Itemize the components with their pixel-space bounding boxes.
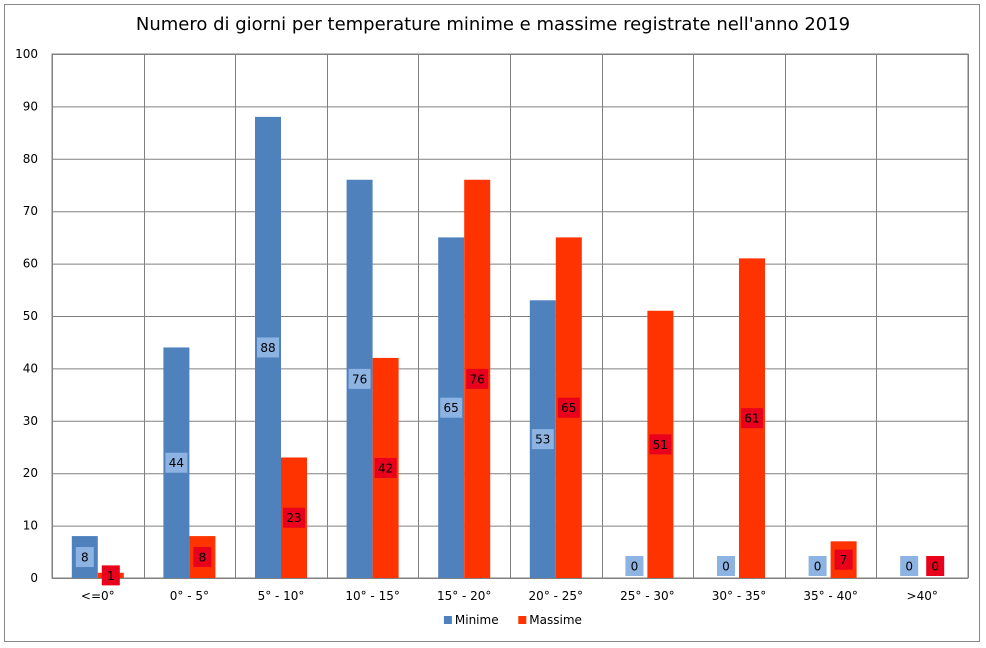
- data-label-bg: [808, 556, 827, 576]
- data-label-bg: [926, 556, 945, 576]
- y-tick-label: 30: [23, 414, 38, 428]
- data-label: 0: [905, 560, 913, 574]
- x-tick-label: 0° - 5°: [170, 589, 209, 603]
- data-label-bg: [741, 408, 763, 429]
- y-tick-label: 40: [23, 361, 38, 375]
- data-label-bg: [440, 397, 463, 418]
- data-label-bg: [75, 547, 94, 568]
- data-label-bg: [165, 452, 188, 473]
- data-label: 0: [722, 560, 730, 574]
- data-label-bg: [193, 547, 212, 568]
- data-label-bg: [625, 556, 644, 576]
- legend-label-minime: Minime: [455, 613, 499, 627]
- data-label: 1: [107, 569, 115, 583]
- data-label-bg: [531, 429, 554, 450]
- x-tick-label: <=0°: [81, 589, 115, 603]
- data-label: 0: [931, 560, 939, 574]
- y-tick-label: 0: [30, 571, 38, 585]
- data-label-bg: [557, 397, 580, 418]
- data-label: 65: [444, 401, 459, 415]
- data-label-bg: [649, 434, 672, 455]
- data-label-bg: [834, 549, 853, 570]
- y-tick-label: 60: [23, 257, 38, 271]
- x-tick-label: >40°: [907, 589, 938, 603]
- legend-label-massime: Massime: [529, 613, 582, 627]
- y-tick-label: 90: [23, 99, 38, 113]
- y-tick-label: 50: [23, 309, 38, 323]
- x-tick-label: 5° - 10°: [258, 589, 305, 603]
- chart-title: Numero di giorni per temperature minime …: [135, 14, 851, 35]
- data-label: 0: [814, 560, 822, 574]
- y-tick-label: 10: [23, 519, 38, 533]
- y-tick-label: 70: [23, 204, 38, 218]
- data-label-bg: [374, 457, 397, 478]
- x-tick-label: 25° - 30°: [620, 589, 675, 603]
- x-tick-label: 35° - 40°: [803, 589, 858, 603]
- x-tick-label: 20° - 25°: [529, 589, 584, 603]
- data-label-bg: [717, 556, 735, 576]
- data-label-bg: [348, 368, 371, 389]
- x-tick-label: 10° - 15°: [345, 589, 400, 603]
- x-tick-label: 30° - 35°: [712, 589, 767, 603]
- y-tick-label: 80: [23, 152, 38, 166]
- legend-swatch-massime: [518, 616, 527, 624]
- data-label: 8: [199, 551, 207, 565]
- data-label: 23: [286, 511, 301, 525]
- y-tick-label: 20: [23, 466, 38, 480]
- data-label: 88: [260, 341, 275, 355]
- data-label-bg: [466, 368, 489, 389]
- data-label: 65: [561, 401, 576, 415]
- data-label: 53: [535, 433, 550, 447]
- data-label: 7: [840, 553, 848, 567]
- data-label: 51: [653, 438, 668, 452]
- x-tick-label: 15° - 20°: [437, 589, 492, 603]
- legend-swatch-minime: [443, 616, 452, 624]
- data-label: 0: [631, 560, 639, 574]
- data-label: 8: [81, 551, 89, 565]
- data-label-bg: [257, 337, 279, 358]
- data-label-bg: [900, 556, 919, 576]
- data-label-bg: [101, 565, 120, 586]
- data-label: 61: [744, 412, 759, 426]
- data-label: 44: [169, 456, 184, 470]
- data-label: 42: [378, 461, 393, 475]
- y-tick-label: 100: [15, 47, 38, 61]
- data-label: 76: [470, 372, 485, 386]
- data-label: 76: [352, 372, 367, 386]
- data-label-bg: [283, 507, 305, 528]
